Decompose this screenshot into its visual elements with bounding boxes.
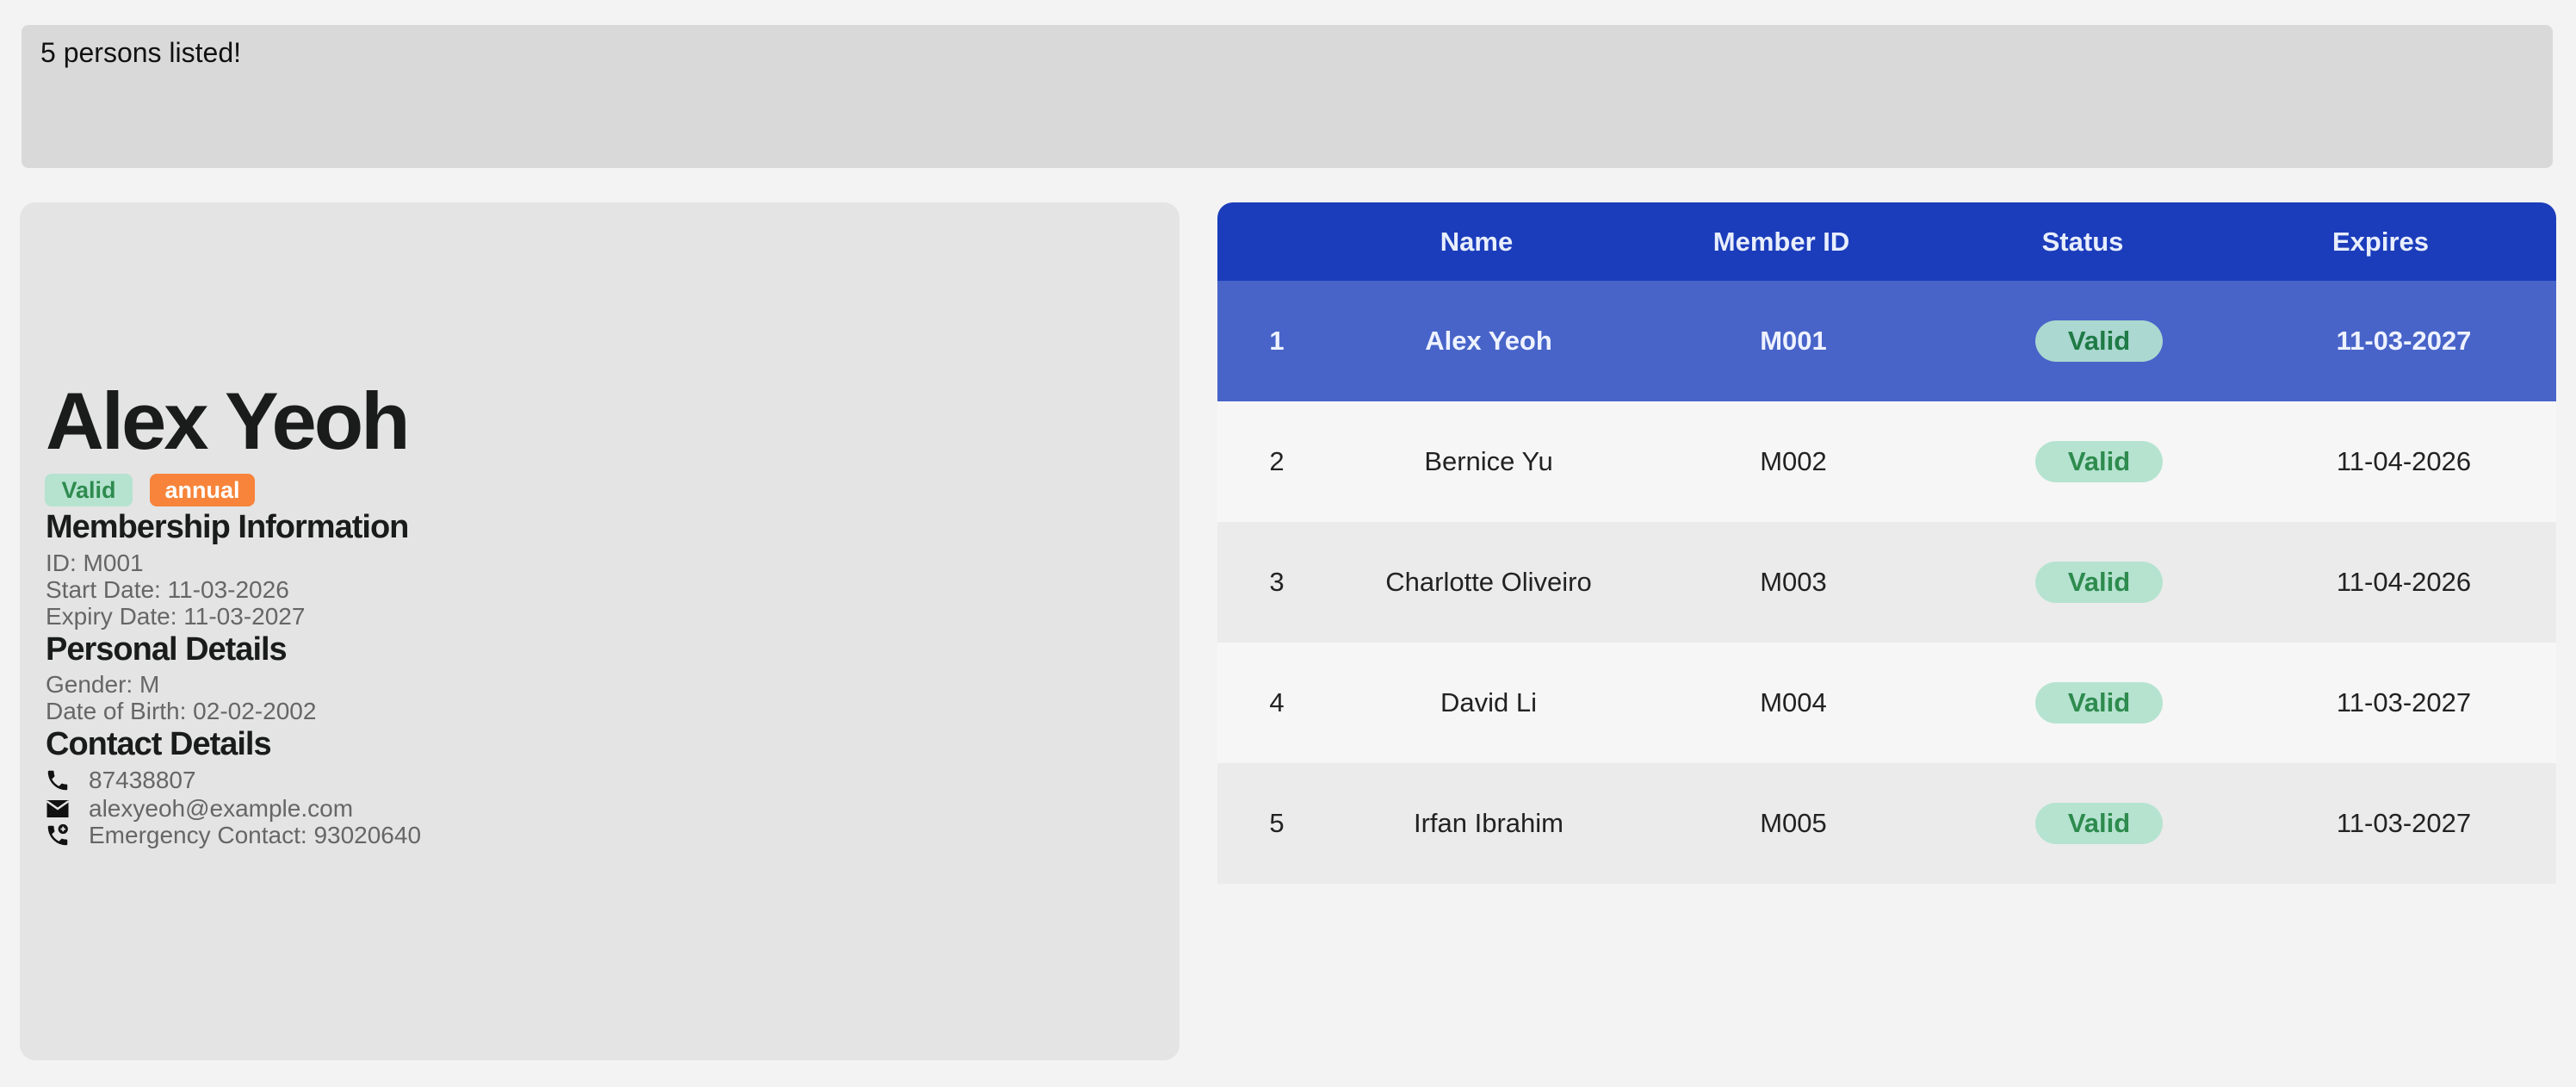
header-status[interactable]: Status bbox=[2041, 226, 2124, 257]
row-status-badge: Valid bbox=[2035, 803, 2163, 844]
row-index: 5 bbox=[1269, 808, 1285, 838]
header-member-id[interactable]: Member ID bbox=[1712, 226, 1850, 257]
row-expires: 11-03-2027 bbox=[2336, 687, 2472, 717]
table-row[interactable]: 4 David Li M004 Valid 11-03-2027 bbox=[1217, 643, 2556, 763]
row-member-id: M004 bbox=[1760, 687, 1827, 717]
result-display: 5 persons listed! bbox=[22, 25, 2553, 168]
plan-badge: annual bbox=[150, 474, 255, 506]
row-member-id: M003 bbox=[1760, 567, 1827, 597]
row-status-badge: Valid bbox=[2035, 682, 2163, 724]
row-index: 4 bbox=[1269, 687, 1285, 717]
date-of-birth: Date of Birth: 02-02-2002 bbox=[46, 698, 317, 724]
membership-heading: Membership Information bbox=[46, 509, 409, 545]
row-name: Alex Yeoh bbox=[1425, 326, 1552, 356]
status-badge: Valid bbox=[45, 474, 133, 506]
row-expires: 11-03-2027 bbox=[2336, 326, 2472, 356]
row-index: 3 bbox=[1269, 567, 1285, 597]
row-status-badge: Valid bbox=[2035, 441, 2163, 482]
table-row[interactable]: 5 Irfan Ibrahim M005 Valid 11-03-2027 bbox=[1217, 763, 2556, 884]
row-expires: 11-04-2026 bbox=[2336, 567, 2472, 597]
person-name: Alex Yeoh bbox=[46, 376, 411, 466]
header-name[interactable]: Name bbox=[1440, 226, 1514, 257]
person-table: Name Member ID Status Expires 1 Alex Yeo… bbox=[1217, 202, 2556, 884]
contact-heading: Contact Details bbox=[46, 726, 272, 762]
row-name: Bernice Yu bbox=[1424, 446, 1553, 476]
personal-heading: Personal Details bbox=[46, 631, 288, 668]
row-expires: 11-04-2026 bbox=[2336, 446, 2472, 476]
result-message: 5 persons listed! bbox=[40, 37, 242, 68]
emergency-contact: Emergency Contact: 93020640 bbox=[89, 822, 422, 848]
row-index: 2 bbox=[1269, 446, 1285, 476]
start-date: Start Date: 11-03-2026 bbox=[46, 576, 289, 603]
row-member-id: M001 bbox=[1760, 326, 1827, 356]
row-index: 1 bbox=[1269, 326, 1285, 356]
phone-icon bbox=[47, 770, 68, 791]
member-id: ID: M001 bbox=[46, 550, 144, 576]
table-row[interactable]: 2 Bernice Yu M002 Valid 11-04-2026 bbox=[1217, 401, 2556, 522]
table-header: Name Member ID Status Expires bbox=[1217, 202, 2556, 281]
row-member-id: M002 bbox=[1760, 446, 1827, 476]
row-status-badge: Valid bbox=[2035, 320, 2163, 362]
row-name: David Li bbox=[1440, 687, 1537, 717]
header-expires[interactable]: Expires bbox=[2331, 226, 2430, 257]
expiry-date: Expiry Date: 11-03-2027 bbox=[46, 603, 306, 630]
phone-number: 87438807 bbox=[89, 767, 196, 793]
row-name: Irfan Ibrahim bbox=[1413, 808, 1564, 838]
mail-icon bbox=[46, 800, 70, 817]
gender: Gender: M bbox=[46, 671, 160, 698]
table-row[interactable]: 3 Charlotte Oliveiro M003 Valid 11-04-20… bbox=[1217, 522, 2556, 643]
row-name: Charlotte Oliveiro bbox=[1385, 567, 1592, 597]
person-detail-panel: Alex Yeoh Valid annual Membership Inform… bbox=[20, 202, 1180, 1060]
table-row[interactable]: 1 Alex Yeoh M001 Valid 11-03-2027 bbox=[1217, 281, 2556, 401]
email: alexyeoh@example.com bbox=[89, 795, 354, 822]
emergency-phone-icon bbox=[47, 823, 68, 846]
row-expires: 11-03-2027 bbox=[2336, 808, 2472, 838]
row-member-id: M005 bbox=[1760, 808, 1827, 838]
row-status-badge: Valid bbox=[2035, 562, 2163, 603]
